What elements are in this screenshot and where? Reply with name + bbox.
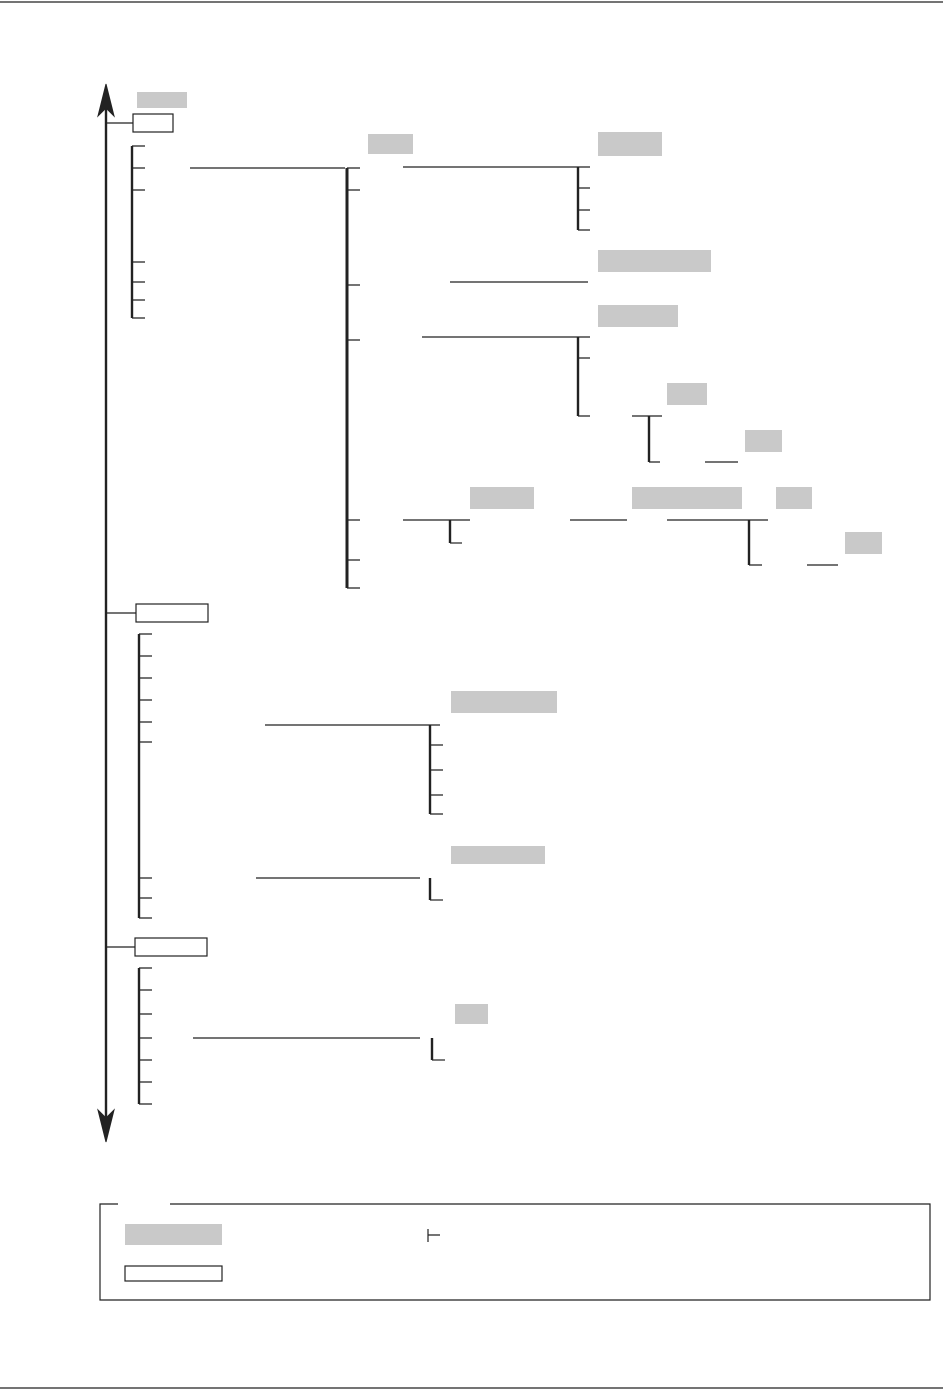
menu-item [137,92,187,108]
tree-section [106,937,488,1105]
menu-item [132,113,174,133]
tree-section [106,92,882,589]
arrow-up [97,83,115,118]
tree-section [106,603,557,919]
legend [99,1203,931,1301]
arrow-down [97,1108,115,1143]
